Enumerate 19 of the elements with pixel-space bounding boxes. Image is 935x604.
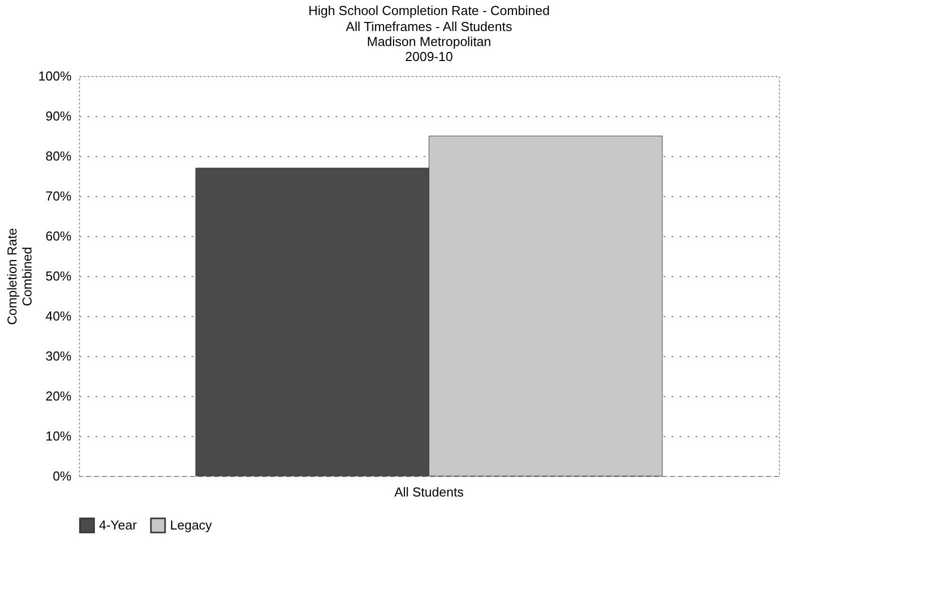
y-tick-label: 40% — [45, 308, 72, 324]
text: Madison Metropolitan — [366, 34, 492, 49]
legend-label: Legacy — [170, 517, 212, 532]
y-tick-label: 80% — [45, 148, 72, 164]
y-tick-label: 20% — [45, 388, 72, 404]
text: 2009-10 — [405, 49, 453, 64]
y-tick-label: 60% — [45, 228, 72, 244]
y-tick-label: 50% — [45, 268, 72, 284]
text: All Timeframes - All Students — [346, 19, 512, 34]
y-tick-label: 30% — [45, 348, 72, 364]
chart-title: High School Completion Rate - Combined — [308, 3, 550, 18]
y-tick-label: 10% — [45, 428, 72, 444]
y-axis-title: Completion Rate Combined — [4, 228, 34, 325]
y-tick-label: 100% — [38, 68, 72, 84]
y-tick-label: 90% — [45, 108, 72, 124]
legend-label: 4-Year — [99, 517, 138, 532]
y-tick-label: 70% — [45, 188, 72, 204]
y-tick-label: 0% — [52, 468, 72, 484]
x-tick-label: All Students — [394, 484, 464, 500]
